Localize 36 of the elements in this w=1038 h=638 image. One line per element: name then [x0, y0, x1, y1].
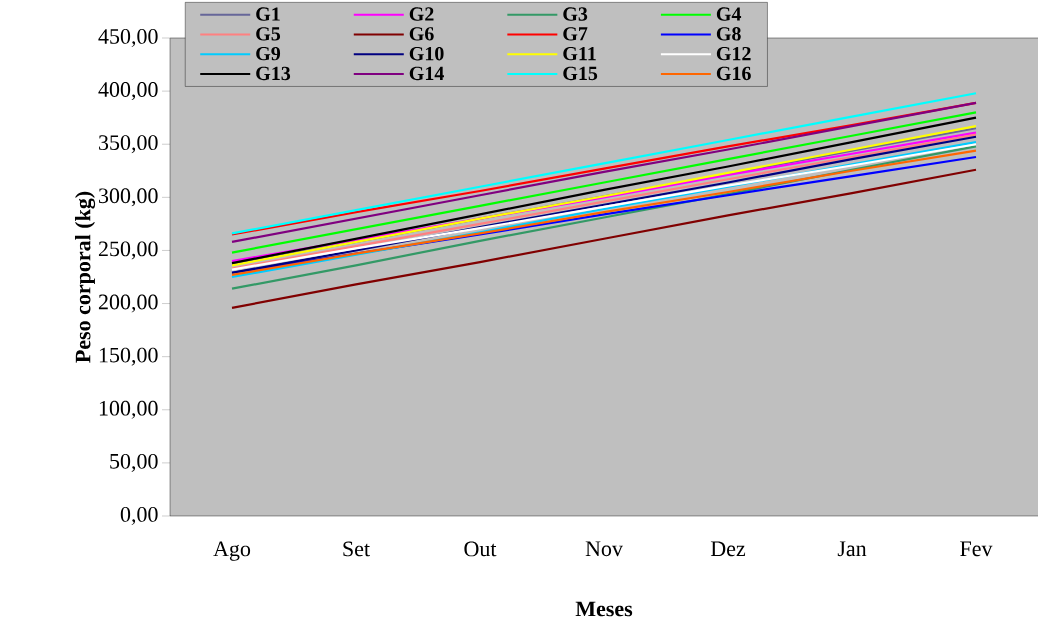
legend-label: G6: [409, 27, 434, 41]
legend-label: G10: [409, 46, 444, 61]
x-tick-label: Out: [464, 541, 497, 557]
legend-label: G13: [256, 66, 291, 81]
legend-label: G14: [409, 66, 444, 81]
y-tick-label: 100,00: [99, 400, 158, 419]
x-tick-label: Set: [343, 541, 370, 557]
x-tick-label: Fev: [960, 541, 993, 557]
legend-label: G7: [563, 27, 588, 41]
x-axis-title: Meses: [575, 601, 633, 617]
legend-label: G2: [409, 7, 434, 21]
legend-label: G15: [563, 66, 598, 81]
x-tick-label: Ago: [213, 541, 251, 561]
line-series: [230, 168, 978, 309]
x-tick-label: Jan: [837, 541, 867, 557]
legend-label: G12: [716, 46, 751, 61]
legend-label: G4: [716, 7, 742, 21]
legend-label: G16: [716, 66, 751, 81]
legend-label: G8: [716, 27, 741, 41]
y-tick-label: 50,00: [110, 453, 158, 472]
x-tick-label: Dez: [710, 541, 746, 557]
y-tick-label: 200,00: [98, 294, 158, 313]
y-tick-label: 150,00: [99, 347, 158, 366]
y-axis-title: Peso corporal (kg): [74, 191, 96, 363]
y-tick-label: 400,00: [98, 82, 158, 101]
y-tick-label: 350,00: [99, 135, 158, 154]
y-tick-label: 450,00: [98, 28, 158, 48]
legend-label: G1: [256, 7, 280, 21]
legend-label: G9: [256, 46, 281, 61]
y-tick-label: 300,00: [99, 188, 158, 207]
x-tick-label: Nov: [585, 541, 623, 557]
y-tick-label: 250,00: [98, 241, 158, 260]
legend-label: G3: [563, 7, 588, 21]
legend-label: G11: [563, 46, 596, 61]
legend-label: G5: [256, 27, 281, 41]
y-tick-label: 0,00: [120, 506, 158, 526]
